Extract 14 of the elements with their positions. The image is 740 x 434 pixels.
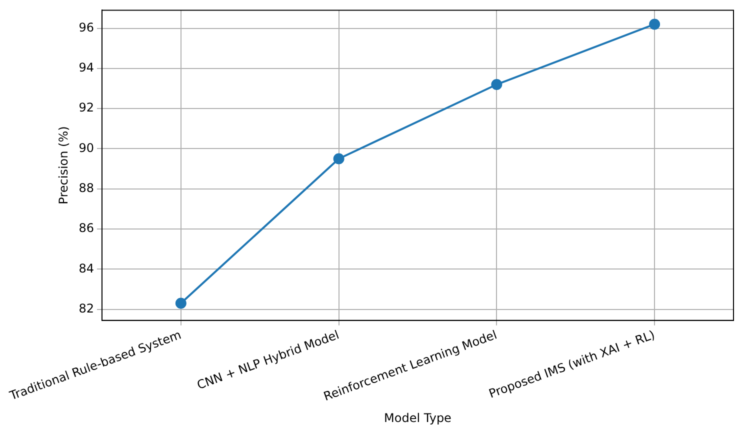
point <box>175 298 186 309</box>
y-tick-label: 84 <box>78 261 94 276</box>
x-axis-title: Model Type <box>384 410 452 425</box>
y-tick-label: 90 <box>78 140 94 155</box>
y-tick-label: 96 <box>78 20 94 34</box>
y-tick-label: 88 <box>78 180 94 195</box>
y-tick-label: 82 <box>78 301 94 316</box>
y-tick-label: 92 <box>78 100 94 115</box>
y-axis-title: Precision (%) <box>56 126 71 204</box>
point <box>333 153 344 164</box>
point <box>649 18 660 30</box>
y-tick-label: 86 <box>78 221 94 236</box>
y-tick-label: 94 <box>78 60 94 75</box>
point <box>491 78 502 90</box>
